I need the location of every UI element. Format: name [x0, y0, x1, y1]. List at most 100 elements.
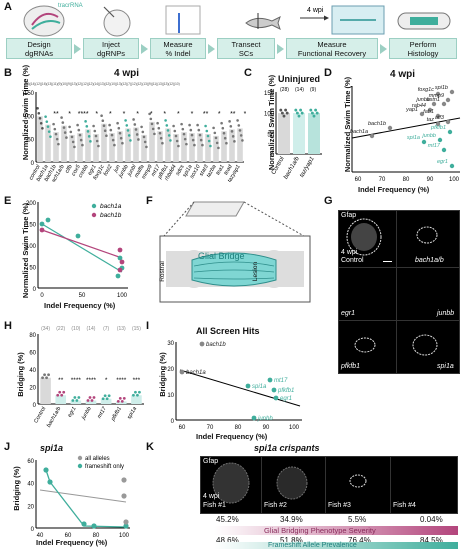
bar — [40, 377, 51, 404]
y-tick-label: 0 — [171, 419, 175, 425]
bar — [85, 400, 97, 404]
micrograph-spi1a: spi1a — [396, 320, 460, 374]
panel-c-chart: 150100500(28)Control(14)bach1a/b(9)taz/y… — [264, 87, 322, 180]
point-label: bach1a — [186, 370, 206, 376]
data-point — [70, 135, 74, 139]
data-point — [94, 134, 98, 138]
data-point — [122, 396, 126, 400]
significance-star: *** — [133, 377, 141, 384]
data-point — [165, 124, 169, 127]
panel-b-title: 4 wpi — [114, 68, 140, 79]
x-tick-label: spi1a — [126, 406, 138, 420]
x-tick-label: 80 — [403, 177, 410, 183]
data-point — [177, 144, 180, 148]
data-point — [159, 136, 163, 140]
data-point — [60, 116, 63, 119]
data-point — [445, 119, 451, 125]
data-point — [117, 255, 123, 261]
micrograph-fish-1: Gfap 4 wpi Fish #1 — [200, 456, 262, 514]
y-tick-label: 50 — [267, 132, 274, 138]
data-point — [245, 383, 251, 389]
x-tick-label: sdcs — [175, 164, 186, 177]
data-point — [214, 136, 218, 140]
point-label: bach1b — [206, 342, 226, 348]
bar — [117, 131, 123, 162]
x-tick-label: 70 — [379, 177, 386, 183]
data-point — [217, 146, 220, 150]
data-point — [296, 111, 299, 115]
x-tick-label: cox5 — [71, 163, 82, 177]
x-tick-label: egr1 — [87, 164, 98, 177]
data-point — [435, 121, 441, 127]
trend-line — [351, 117, 461, 139]
significance-star: * — [218, 111, 221, 118]
bar — [45, 124, 51, 162]
data-point — [77, 396, 81, 399]
panel-label-c: C — [244, 67, 252, 79]
panel-d-title: 4 wpi — [390, 69, 416, 80]
bar — [53, 132, 59, 162]
data-point — [179, 369, 185, 375]
point-label: astn1 — [427, 97, 440, 103]
data-point — [223, 136, 227, 140]
data-point — [241, 139, 244, 142]
panel-label-d: D — [324, 67, 332, 79]
data-point — [148, 112, 151, 116]
data-point — [93, 129, 97, 133]
trend-line-bach1a — [41, 223, 123, 273]
data-point — [105, 397, 109, 401]
trend-line — [179, 369, 301, 407]
x-tick-label: junbb — [80, 406, 92, 422]
data-point — [77, 128, 81, 132]
data-point — [38, 116, 42, 120]
data-point — [431, 101, 437, 107]
step-design: Design dgRNAs — [6, 38, 72, 59]
data-point — [193, 143, 196, 147]
data-point — [157, 126, 161, 130]
bar — [133, 127, 139, 162]
data-point — [191, 138, 195, 142]
legend-label: bach1a — [100, 203, 122, 210]
micrograph-junbb: junbb — [396, 267, 460, 321]
data-point — [85, 125, 89, 128]
data-point — [116, 399, 120, 403]
data-point — [273, 395, 279, 401]
data-point — [117, 247, 123, 253]
x-tick-label: mt17 — [150, 163, 162, 177]
significance-star: **** — [86, 377, 97, 384]
x-tick-label: 100 — [117, 293, 128, 299]
data-point — [229, 125, 233, 128]
bar — [55, 395, 67, 404]
data-point — [142, 135, 146, 139]
panel-d-xlabel: Indel Frequency (%) — [358, 185, 430, 194]
y-tick-label: 40 — [29, 368, 36, 374]
data-point — [188, 123, 191, 127]
count-label: (34) — [41, 326, 50, 332]
step-arrow — [141, 44, 148, 54]
panel-h-chart: 806040200(34)Control(22)bach1a/b(10)egr1… — [29, 326, 144, 429]
data-point — [92, 396, 96, 399]
point-label: yap1 — [405, 107, 418, 113]
data-point — [204, 124, 207, 128]
significance-star: ** — [53, 111, 59, 118]
data-point — [143, 140, 147, 144]
significance-star: ** — [203, 111, 209, 118]
trend-line-bach1b — [41, 229, 123, 259]
rostral-label: Rostral — [158, 261, 166, 282]
data-point — [140, 125, 143, 129]
data-point — [97, 144, 100, 148]
point-label: spi1b — [435, 85, 448, 91]
bar — [85, 129, 91, 162]
data-point — [449, 89, 455, 95]
data-point — [87, 135, 91, 138]
data-point — [225, 141, 228, 145]
data-point — [105, 134, 108, 138]
data-point — [119, 259, 125, 265]
workflow-illustrations: 4 wpi — [23, 5, 451, 37]
step-functional-recovery: Measure Functional Recovery — [286, 38, 378, 59]
data-point — [285, 111, 289, 115]
x-tick-label: 60 — [179, 425, 186, 431]
data-point — [222, 131, 226, 135]
data-point — [75, 399, 79, 402]
x-tick-label: 0 — [40, 293, 44, 299]
